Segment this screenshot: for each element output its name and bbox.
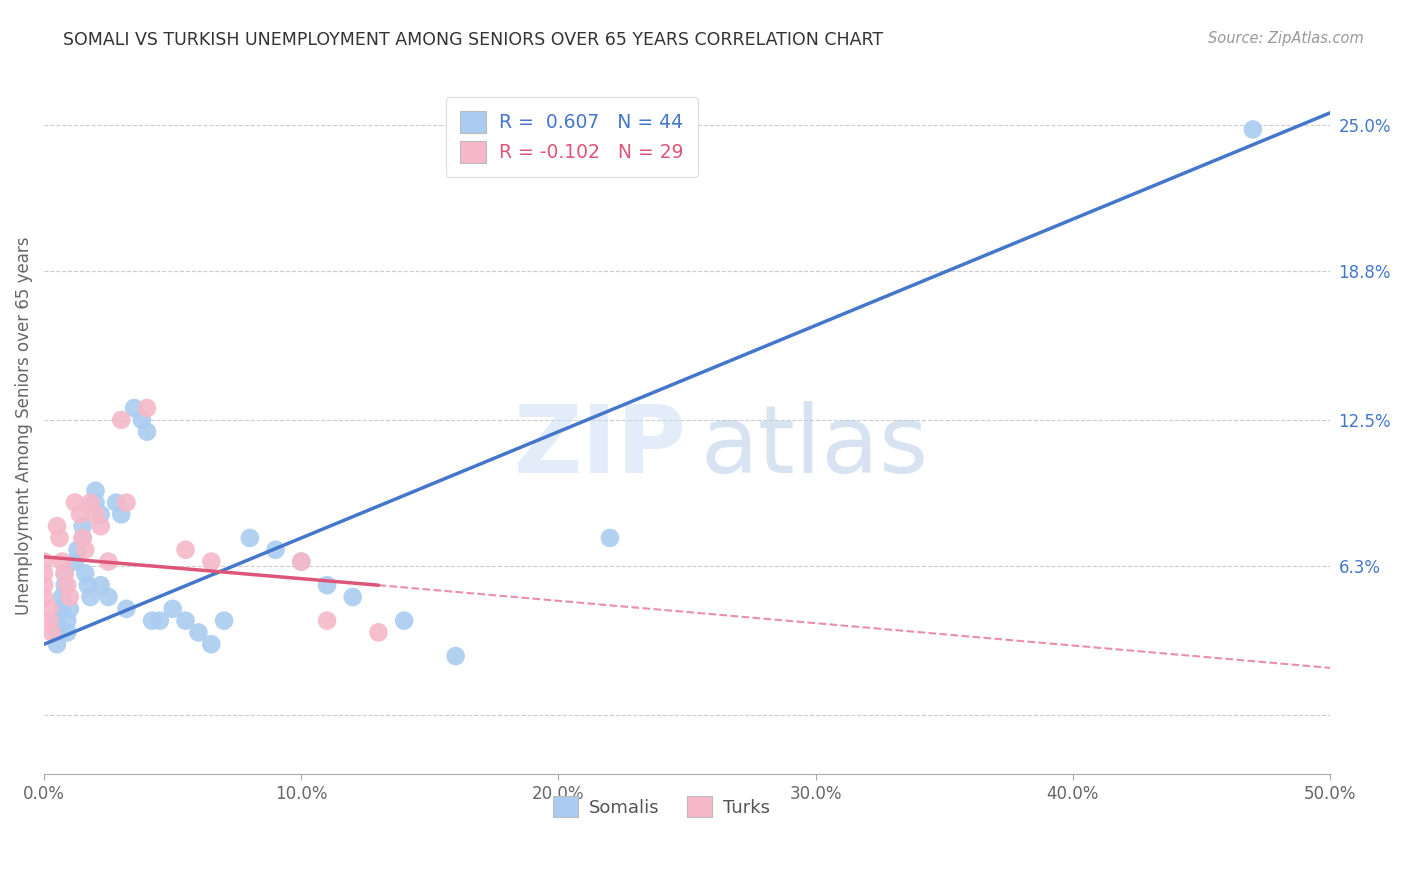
Point <box>264 542 287 557</box>
Point <box>1241 122 1264 136</box>
Point <box>46 519 69 533</box>
Point <box>200 637 222 651</box>
Point <box>32 566 55 581</box>
Point <box>53 566 76 581</box>
Point <box>290 555 312 569</box>
Point <box>41 625 63 640</box>
Point <box>239 531 262 545</box>
Point <box>56 625 79 640</box>
Text: ZIP: ZIP <box>515 401 688 492</box>
Point <box>53 578 76 592</box>
Point <box>97 555 120 569</box>
Point <box>84 495 107 509</box>
Point <box>84 483 107 498</box>
Point <box>32 555 55 569</box>
Point <box>316 578 339 592</box>
Point <box>122 401 145 415</box>
Point <box>38 614 60 628</box>
Point <box>212 614 235 628</box>
Point <box>115 602 138 616</box>
Point <box>51 555 73 569</box>
Point <box>53 566 76 581</box>
Point <box>444 648 467 663</box>
Point <box>63 495 86 509</box>
Point <box>115 495 138 509</box>
Point <box>75 566 97 581</box>
Point <box>599 531 621 545</box>
Y-axis label: Unemployment Among Seniors over 65 years: Unemployment Among Seniors over 65 years <box>15 236 32 615</box>
Point <box>136 425 159 439</box>
Point <box>59 602 82 616</box>
Point <box>46 625 69 640</box>
Point <box>174 614 197 628</box>
Point <box>392 614 415 628</box>
Point <box>290 555 312 569</box>
Point <box>32 578 55 592</box>
Point <box>149 614 172 628</box>
Text: SOMALI VS TURKISH UNEMPLOYMENT AMONG SENIORS OVER 65 YEARS CORRELATION CHART: SOMALI VS TURKISH UNEMPLOYMENT AMONG SEN… <box>63 31 883 49</box>
Point <box>187 625 209 640</box>
Point <box>46 637 69 651</box>
Point <box>69 508 91 522</box>
Point <box>200 555 222 569</box>
Point <box>46 614 69 628</box>
Point <box>79 590 101 604</box>
Point <box>38 602 60 616</box>
Point <box>136 401 159 415</box>
Point <box>63 555 86 569</box>
Point <box>51 590 73 604</box>
Point <box>84 508 107 522</box>
Point <box>367 625 389 640</box>
Point <box>162 602 184 616</box>
Point <box>110 508 132 522</box>
Point <box>90 519 112 533</box>
Point <box>174 542 197 557</box>
Point <box>90 508 112 522</box>
Point <box>72 531 94 545</box>
Point <box>72 531 94 545</box>
Point <box>76 578 98 592</box>
Point <box>72 519 94 533</box>
Point <box>75 542 97 557</box>
Text: Source: ZipAtlas.com: Source: ZipAtlas.com <box>1208 31 1364 46</box>
Legend: Somalis, Turks: Somalis, Turks <box>546 789 778 824</box>
Point <box>110 413 132 427</box>
Point <box>105 495 128 509</box>
Point <box>56 614 79 628</box>
Point <box>97 590 120 604</box>
Point <box>66 542 89 557</box>
Point <box>131 413 153 427</box>
Point <box>48 531 70 545</box>
Point <box>90 578 112 592</box>
Point <box>59 590 82 604</box>
Point <box>79 495 101 509</box>
Point <box>316 614 339 628</box>
Point <box>342 590 364 604</box>
Point <box>32 590 55 604</box>
Text: atlas: atlas <box>700 401 928 492</box>
Point <box>141 614 163 628</box>
Point <box>51 602 73 616</box>
Point <box>56 578 79 592</box>
